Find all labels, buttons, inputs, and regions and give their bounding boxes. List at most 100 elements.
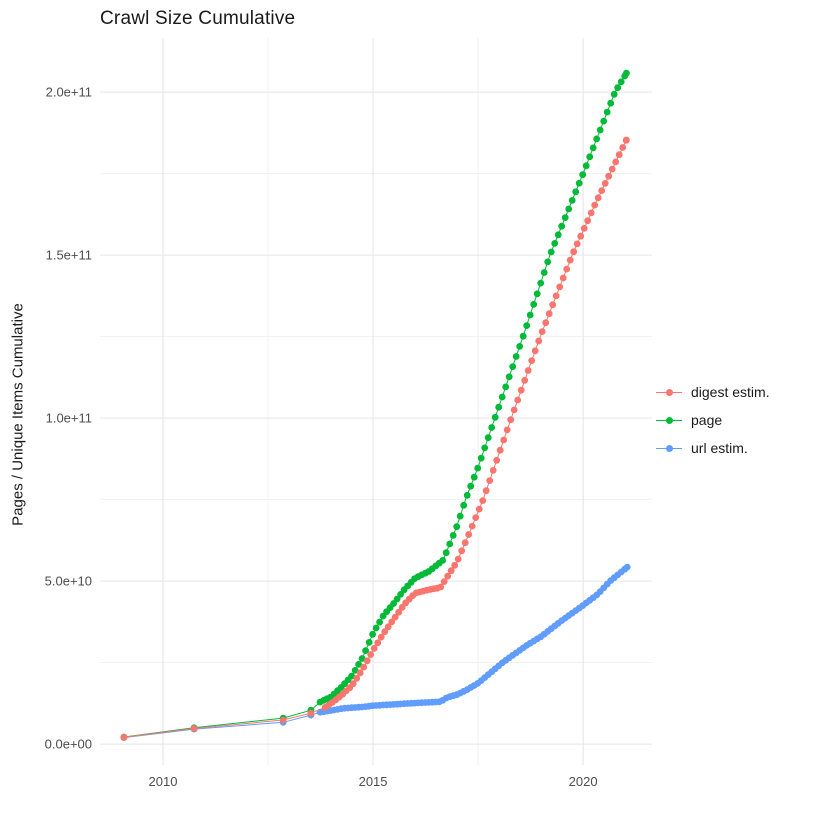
data-point-page [351, 667, 359, 674]
data-point-page [365, 639, 373, 646]
data-point-digest-estim [482, 487, 490, 495]
data-point-page [369, 630, 376, 638]
data-point-digest-estim [472, 514, 480, 521]
data-point-page [582, 162, 590, 170]
data-point-digest-estim [584, 217, 592, 225]
data-point-page [460, 501, 468, 509]
y-tick-label: 1.0e+11 [46, 411, 92, 426]
legend-key-page [656, 413, 682, 427]
data-point-page [551, 240, 559, 247]
data-point-page [348, 672, 355, 680]
data-point-digest-estim [437, 583, 445, 591]
data-point-page [505, 373, 513, 381]
series-line-page [123, 72, 627, 738]
data-point-page [537, 279, 545, 287]
data-point-digest-estim [524, 367, 532, 374]
data-point-digest-estim [580, 225, 588, 232]
data-point-page [372, 624, 380, 632]
data-point-page [456, 512, 464, 520]
data-point-digest-estim [542, 319, 550, 327]
legend-label: url estim. [691, 440, 748, 456]
data-point-digest-estim [475, 505, 483, 513]
data-point-digest-estim [514, 396, 522, 404]
data-point-digest-estim [623, 136, 630, 144]
data-point-page [516, 343, 524, 350]
data-point-digest-estim [447, 567, 455, 575]
data-point-digest-estim [440, 578, 448, 585]
data-point-digest-estim [190, 725, 198, 732]
data-point-digest-estim [307, 709, 315, 717]
data-point-digest-estim [587, 209, 595, 217]
data-point-digest-estim [367, 651, 375, 658]
data-point-digest-estim [545, 310, 553, 318]
data-point-digest-estim [493, 456, 501, 464]
data-point-digest-estim [507, 416, 515, 424]
data-point-digest-estim [605, 172, 613, 180]
data-point-page [397, 591, 404, 598]
data-point-digest-estim [496, 446, 504, 454]
data-point-url-estim [623, 563, 631, 571]
data-point-digest-estim [619, 144, 627, 151]
data-point-page [519, 332, 527, 340]
data-point-page [376, 618, 383, 626]
data-point-digest-estim [451, 561, 459, 569]
legend-dot-icon [665, 444, 673, 452]
data-point-page [439, 557, 447, 564]
data-point-page [572, 188, 580, 196]
data-point-page [362, 647, 369, 654]
data-point-page [484, 434, 492, 442]
data-point-digest-estim [566, 256, 574, 264]
data-point-digest-estim [486, 477, 494, 484]
data-point-digest-estim [549, 301, 557, 309]
data-point-digest-estim [601, 180, 609, 187]
legend-entry-page: page [656, 406, 806, 434]
data-point-page [498, 393, 506, 401]
data-point-digest-estim [615, 151, 623, 159]
data-point-digest-estim [468, 522, 476, 530]
data-point-page [442, 549, 450, 557]
data-point-digest-estim [594, 194, 602, 202]
data-point-digest-estim [598, 187, 606, 195]
data-point-page [610, 90, 618, 98]
data-point-digest-estim [360, 663, 368, 671]
data-point-page [593, 135, 601, 143]
data-point-digest-estim [461, 539, 469, 547]
x-tick-label: 2015 [359, 774, 388, 789]
data-point-page [614, 84, 622, 92]
data-point-page [463, 491, 471, 499]
data-point-digest-estim [479, 497, 487, 504]
legend: digest estim. page url estim. [656, 378, 806, 462]
legend-dot-icon [665, 388, 673, 396]
data-point-page [575, 179, 583, 187]
data-point-page [477, 454, 485, 462]
data-point-digest-estim [570, 248, 578, 256]
data-point-page [596, 126, 604, 134]
legend-label: page [691, 412, 723, 428]
data-point-digest-estim [503, 426, 511, 434]
data-point-digest-estim [279, 716, 287, 724]
data-point-page [607, 99, 615, 107]
data-point-page [579, 171, 587, 179]
data-point-digest-estim [444, 572, 452, 580]
data-point-page [586, 153, 594, 161]
data-point-digest-estim [538, 328, 546, 335]
legend-label: digest estim. [691, 384, 770, 400]
data-point-digest-estim [391, 613, 399, 621]
data-point-digest-estim [517, 386, 525, 394]
data-point-page [453, 523, 461, 531]
data-point-digest-estim [528, 357, 536, 364]
data-point-digest-estim [374, 639, 382, 647]
data-point-digest-estim [356, 669, 364, 677]
data-point-digest-estim [510, 406, 518, 414]
series-line-url-estim [123, 566, 628, 739]
data-point-page [355, 661, 362, 668]
data-point-digest-estim [370, 645, 378, 652]
chart-title: Crawl Size Cumulative [100, 8, 296, 29]
data-point-digest-estim [559, 274, 567, 282]
data-point-digest-estim [563, 265, 571, 273]
data-point-page [358, 655, 366, 662]
data-point-digest-estim [608, 165, 616, 173]
data-point-page [481, 444, 489, 452]
